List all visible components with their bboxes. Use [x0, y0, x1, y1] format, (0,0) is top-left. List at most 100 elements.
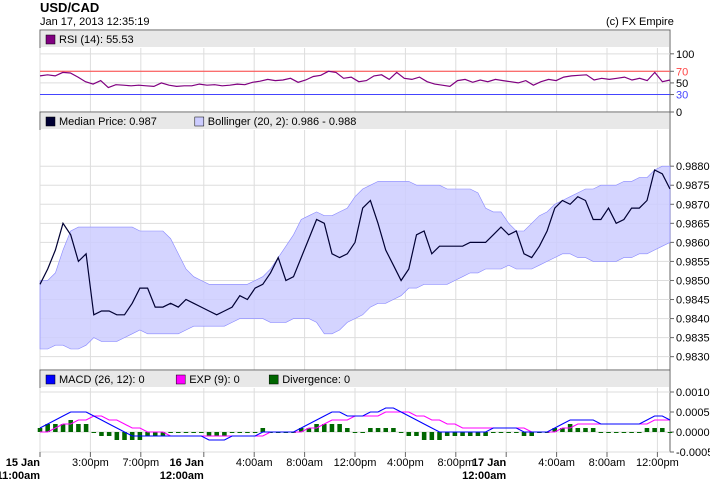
divergence-bar-20 [191, 432, 196, 433]
rsi-line [39, 70, 671, 89]
x-tick-label-0: 15 Jan [6, 457, 41, 469]
divergence-bar-16 [160, 432, 166, 436]
macd-line [39, 407, 671, 441]
divergence-bar-6 [83, 424, 89, 432]
macd-panel-legend-swatch-2 [268, 374, 279, 385]
divergence-bar-62 [514, 432, 519, 433]
chart-title: USD/CAD [40, 0, 100, 15]
x-tick-label-9: 17 Jan [472, 457, 507, 469]
divergence-bar-82 [667, 432, 673, 433]
divergence-bar-46 [391, 428, 396, 432]
rsi-panel-ytick-label-4: 0 [676, 107, 682, 119]
divergence-bar-25 [229, 432, 235, 433]
divergence-bar-23 [214, 432, 219, 436]
x-tick-label-7: 4:00pm [387, 457, 424, 469]
divergence-bar-73 [598, 432, 604, 433]
divergence-bar-17 [168, 432, 173, 433]
divergence-bar-3 [60, 424, 66, 432]
divergence-bar-4 [68, 420, 74, 432]
divergence-bar-76 [621, 432, 627, 433]
divergence-bar-50 [421, 432, 427, 440]
divergence-bar-14 [145, 432, 150, 436]
x-tick-label-6: 12:00pm [334, 457, 377, 469]
divergence-bar-39 [337, 424, 342, 432]
price-panel-ytick-label-3: 0.9865 [676, 218, 710, 230]
divergence-bar-55 [460, 432, 465, 436]
x-tick-label-8: 8:00pm [437, 457, 474, 469]
divergence-bar-51 [429, 432, 435, 440]
divergence-bar-21 [199, 432, 204, 433]
median-price-line [39, 169, 671, 316]
divergence-bar-79 [644, 428, 650, 432]
macd-panel-legend-swatch-0 [45, 374, 56, 385]
divergence-bar-38 [329, 424, 335, 432]
x-tick-label-5: 8:00am [286, 457, 323, 469]
divergence-bar-37 [321, 424, 327, 432]
divergence-bar-49 [414, 432, 419, 436]
divergence-bar-57 [475, 432, 481, 436]
rsi-panel-ytick-label-3: 30 [676, 90, 688, 102]
divergence-bar-59 [491, 432, 496, 433]
x-tick-sublabel-3: 12:00am [160, 470, 204, 482]
divergence-bar-15 [152, 432, 158, 436]
divergence-bar-19 [183, 432, 189, 433]
price-panel-ytick-label-7: 0.9845 [676, 295, 710, 307]
divergence-bar-56 [467, 432, 473, 436]
price-panel-ytick-label-8: 0.9840 [676, 314, 710, 326]
macd-panel-legend-label-2: Divergence: 0 [282, 374, 350, 386]
divergence-bar-77 [629, 432, 634, 433]
macd-panel-legend-label-0: MACD (26, 12): 0 [59, 374, 145, 386]
divergence-bar-58 [483, 432, 488, 436]
divergence-bar-5 [76, 424, 81, 432]
divergence-bar-48 [406, 432, 412, 436]
x-tick-label-2: 7:00pm [122, 457, 159, 469]
divergence-bar-28 [252, 432, 258, 433]
divergence-bar-67 [552, 428, 558, 432]
divergence-bar-27 [245, 432, 250, 433]
price-panel-legend-label-0: Median Price: 0.987 [59, 116, 157, 128]
divergence-bar-0 [37, 428, 43, 432]
x-tick-label-4: 4:00am [236, 457, 273, 469]
divergence-bar-71 [583, 428, 588, 432]
macd-panel-ytick-label-3: -0.0005 [676, 447, 710, 459]
rsi-panel-ytick-label-0: 100 [676, 49, 694, 61]
divergence-bar-80 [652, 428, 657, 432]
divergence-bar-68 [560, 428, 565, 432]
divergence-bar-81 [660, 428, 665, 432]
divergence-bar-63 [521, 432, 527, 436]
divergence-bar-41 [352, 432, 358, 433]
price-panel-legend-label-1: Bollinger (20, 2): 0.986 - 0.988 [208, 116, 357, 128]
rsi-panel-ytick-label-2: 50 [676, 78, 688, 90]
divergence-bar-74 [606, 432, 611, 433]
rsi-panel-ytick-label-1: 70 [676, 66, 688, 78]
divergence-bar-75 [613, 432, 619, 433]
divergence-bar-54 [452, 432, 458, 436]
divergence-bar-22 [206, 432, 212, 436]
macd-panel-legend-bg [41, 371, 669, 387]
divergence-bar-34 [298, 428, 304, 432]
price-panel-ytick-label-5: 0.9855 [676, 256, 710, 268]
x-tick-label-1: 3:00pm [72, 457, 109, 469]
divergence-bar-7 [91, 432, 97, 433]
x-tick-label-12: 12:00pm [636, 457, 679, 469]
divergence-bar-47 [398, 432, 404, 433]
price-panel-ytick-label-4: 0.9860 [676, 237, 710, 249]
price-panel-ytick-label-1: 0.9875 [676, 180, 710, 192]
divergence-bar-42 [360, 432, 365, 433]
macd-panel-ytick-label-1: 0.0005 [676, 407, 710, 419]
price-panel-ytick-label-6: 0.9850 [676, 275, 710, 287]
bollinger-band [39, 165, 671, 350]
divergence-bar-78 [636, 432, 642, 433]
divergence-bar-60 [498, 432, 504, 433]
rsi-panel-legend-bg [41, 31, 669, 47]
x-tick-label-10: 4:00am [538, 457, 575, 469]
macd-panel-ytick-label-2: 0.0000 [676, 427, 710, 439]
divergence-bar-35 [306, 428, 312, 432]
price-panel-ytick-label-10: 0.9830 [676, 352, 710, 364]
divergence-bar-44 [375, 428, 381, 432]
price-panel-ytick-label-0: 0.9880 [676, 161, 710, 173]
x-tick-sublabel-9: 12:00am [462, 470, 506, 482]
divergence-bar-11 [122, 432, 127, 440]
divergence-bar-53 [444, 432, 450, 436]
divergence-bar-26 [237, 432, 243, 433]
